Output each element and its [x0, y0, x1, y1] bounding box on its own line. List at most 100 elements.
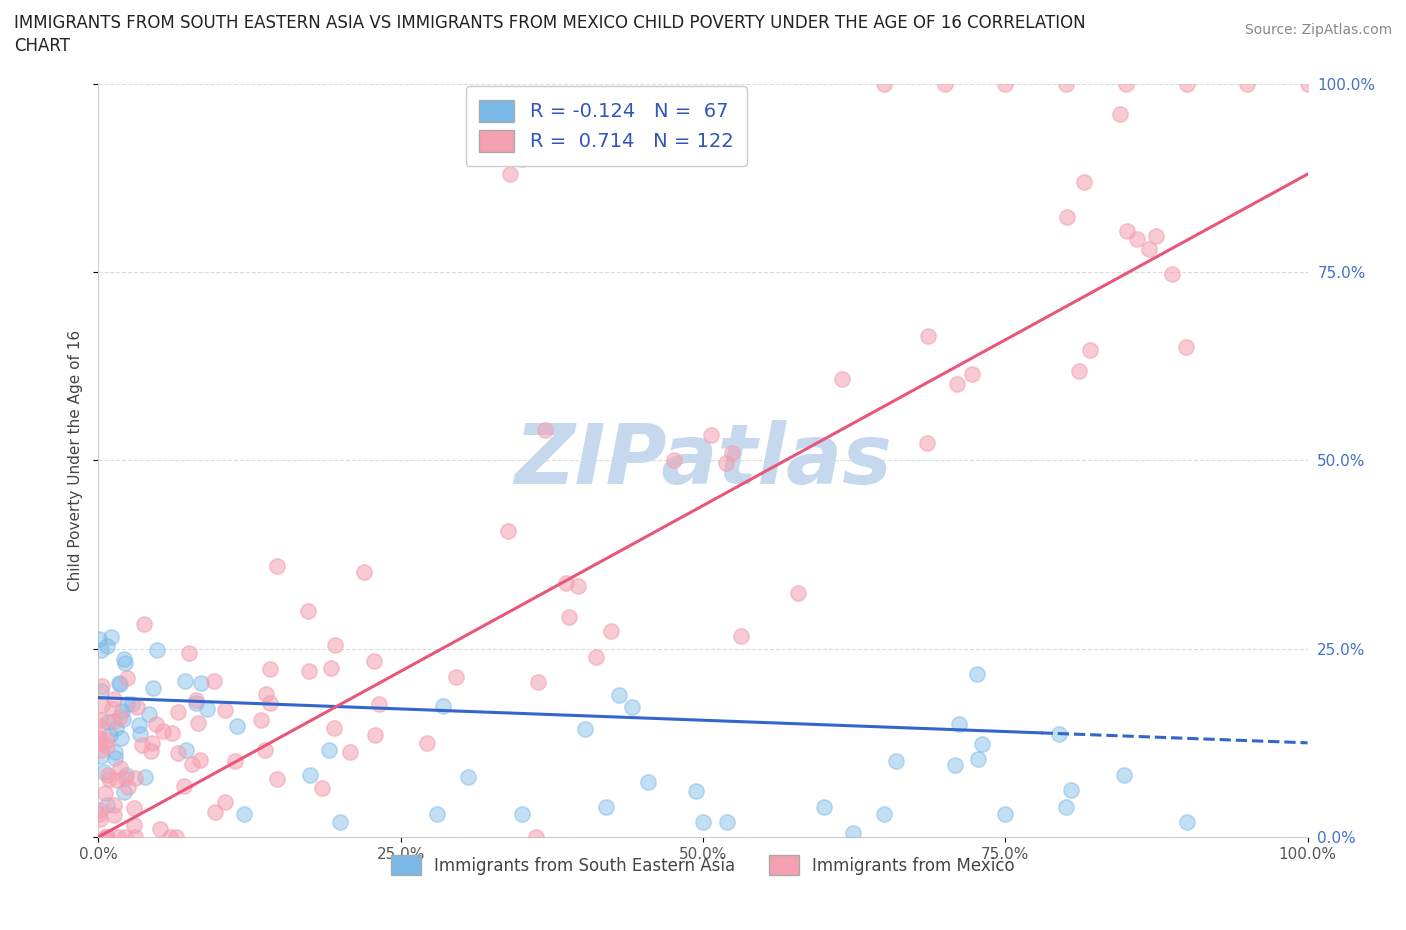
Point	[100, 630, 122, 644]
Point	[266, 771, 288, 786]
Text: ZIPatlas: ZIPatlas	[515, 419, 891, 501]
Legend: Immigrants from South Eastern Asia, Immigrants from Mexico: Immigrants from South Eastern Asia, Immi…	[384, 849, 1022, 882]
Point	[89, 719, 111, 734]
Text: IMMIGRANTS FROM SOUTH EASTERN ASIA VS IMMIGRANTS FROM MEXICO CHILD POVERTY UNDER: IMMIGRANTS FROM SOUTH EASTERN ASIA VS IM…	[14, 14, 1085, 32]
Point	[917, 329, 939, 344]
Point	[160, 725, 183, 740]
Point	[321, 660, 343, 675]
Point	[104, 744, 127, 759]
Point	[104, 721, 127, 736]
Point	[787, 585, 810, 600]
Point	[104, 751, 127, 765]
Point	[159, 830, 181, 844]
Point	[96, 739, 118, 754]
Point	[89, 812, 111, 827]
Point	[128, 726, 150, 741]
Point	[510, 807, 533, 822]
Point	[125, 699, 148, 714]
Point	[90, 643, 112, 658]
Point	[101, 702, 124, 717]
Point	[132, 617, 155, 631]
Point	[98, 727, 121, 742]
Point	[943, 757, 966, 772]
Point	[124, 830, 146, 844]
Point	[426, 807, 449, 822]
Point	[128, 717, 150, 732]
Point	[177, 646, 200, 661]
Point	[432, 699, 454, 714]
Point	[966, 751, 988, 766]
Point	[1236, 76, 1258, 91]
Point	[214, 794, 236, 809]
Point	[496, 524, 519, 538]
Point	[363, 653, 385, 668]
Point	[1069, 364, 1091, 379]
Point	[167, 745, 190, 760]
Point	[1144, 229, 1167, 244]
Point	[1054, 800, 1077, 815]
Point	[259, 696, 281, 711]
Point	[96, 798, 118, 813]
Point	[298, 664, 321, 679]
Point	[110, 676, 132, 691]
Point	[831, 371, 853, 386]
Point	[1161, 267, 1184, 282]
Point	[90, 749, 112, 764]
Point	[174, 743, 197, 758]
Point	[685, 784, 707, 799]
Point	[353, 565, 375, 579]
Point	[141, 736, 163, 751]
Point	[966, 666, 988, 681]
Point	[994, 807, 1017, 822]
Point	[1175, 815, 1198, 830]
Point	[145, 716, 167, 731]
Point	[142, 680, 165, 695]
Point	[567, 579, 589, 594]
Point	[138, 707, 160, 722]
Point	[90, 684, 112, 698]
Point	[89, 803, 111, 817]
Point	[1047, 726, 1070, 741]
Point	[297, 604, 319, 618]
Y-axis label: Child Poverty Under the Age of 16: Child Poverty Under the Age of 16	[67, 330, 83, 591]
Point	[97, 715, 120, 730]
Point	[89, 736, 111, 751]
Point	[204, 673, 226, 688]
Point	[103, 798, 125, 813]
Point	[1054, 76, 1077, 91]
Point	[114, 771, 136, 786]
Point	[90, 698, 112, 712]
Point	[662, 453, 685, 468]
Point	[131, 737, 153, 752]
Point	[115, 671, 138, 685]
Point	[368, 697, 391, 711]
Point	[89, 713, 111, 728]
Point	[873, 807, 896, 822]
Point	[364, 727, 387, 742]
Point	[224, 753, 246, 768]
Point	[110, 731, 132, 746]
Point	[1112, 767, 1135, 782]
Point	[190, 675, 212, 690]
Point	[585, 649, 607, 664]
Point	[141, 744, 163, 759]
Text: CHART: CHART	[14, 37, 70, 55]
Point	[103, 692, 125, 707]
Point	[1137, 242, 1160, 257]
Point	[524, 830, 547, 844]
Point	[318, 743, 340, 758]
Point	[103, 713, 125, 728]
Point	[621, 700, 644, 715]
Point	[122, 801, 145, 816]
Point	[89, 632, 111, 647]
Point	[114, 656, 136, 671]
Point	[105, 772, 128, 787]
Point	[195, 701, 218, 716]
Point	[225, 719, 247, 734]
Point	[329, 815, 352, 830]
Point	[637, 775, 659, 790]
Text: Source: ZipAtlas.com: Source: ZipAtlas.com	[1244, 23, 1392, 37]
Point	[416, 736, 439, 751]
Point	[609, 687, 631, 702]
Point	[266, 559, 288, 574]
